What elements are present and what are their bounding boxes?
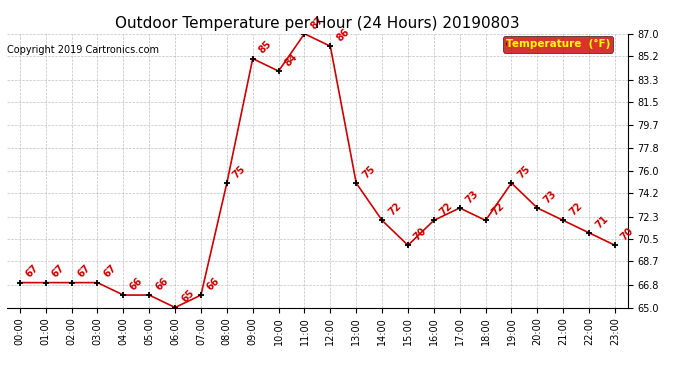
Text: 85: 85 (257, 39, 273, 56)
Text: 72: 72 (386, 201, 403, 217)
Legend: Temperature  (°F): Temperature (°F) (503, 36, 613, 52)
Text: 71: 71 (593, 213, 610, 230)
Text: 86: 86 (335, 27, 351, 44)
Text: 67: 67 (101, 263, 118, 280)
Text: 66: 66 (153, 276, 170, 292)
Text: 65: 65 (179, 288, 196, 305)
Text: 84: 84 (283, 52, 299, 68)
Text: 75: 75 (360, 164, 377, 180)
Text: 67: 67 (76, 263, 92, 280)
Text: 70: 70 (619, 226, 635, 243)
Text: Copyright 2019 Cartronics.com: Copyright 2019 Cartronics.com (7, 45, 159, 55)
Text: 72: 72 (567, 201, 584, 217)
Text: 72: 72 (438, 201, 455, 217)
Text: 67: 67 (50, 263, 66, 280)
Text: 75: 75 (515, 164, 532, 180)
Text: 66: 66 (205, 276, 221, 292)
Text: 66: 66 (128, 276, 144, 292)
Text: 87: 87 (308, 14, 325, 31)
Title: Outdoor Temperature per Hour (24 Hours) 20190803: Outdoor Temperature per Hour (24 Hours) … (115, 16, 520, 31)
Text: 67: 67 (24, 263, 41, 280)
Text: 75: 75 (231, 164, 248, 180)
Text: 73: 73 (464, 189, 480, 205)
Text: 73: 73 (542, 189, 558, 205)
Text: 72: 72 (490, 201, 506, 217)
Text: 70: 70 (412, 226, 428, 243)
